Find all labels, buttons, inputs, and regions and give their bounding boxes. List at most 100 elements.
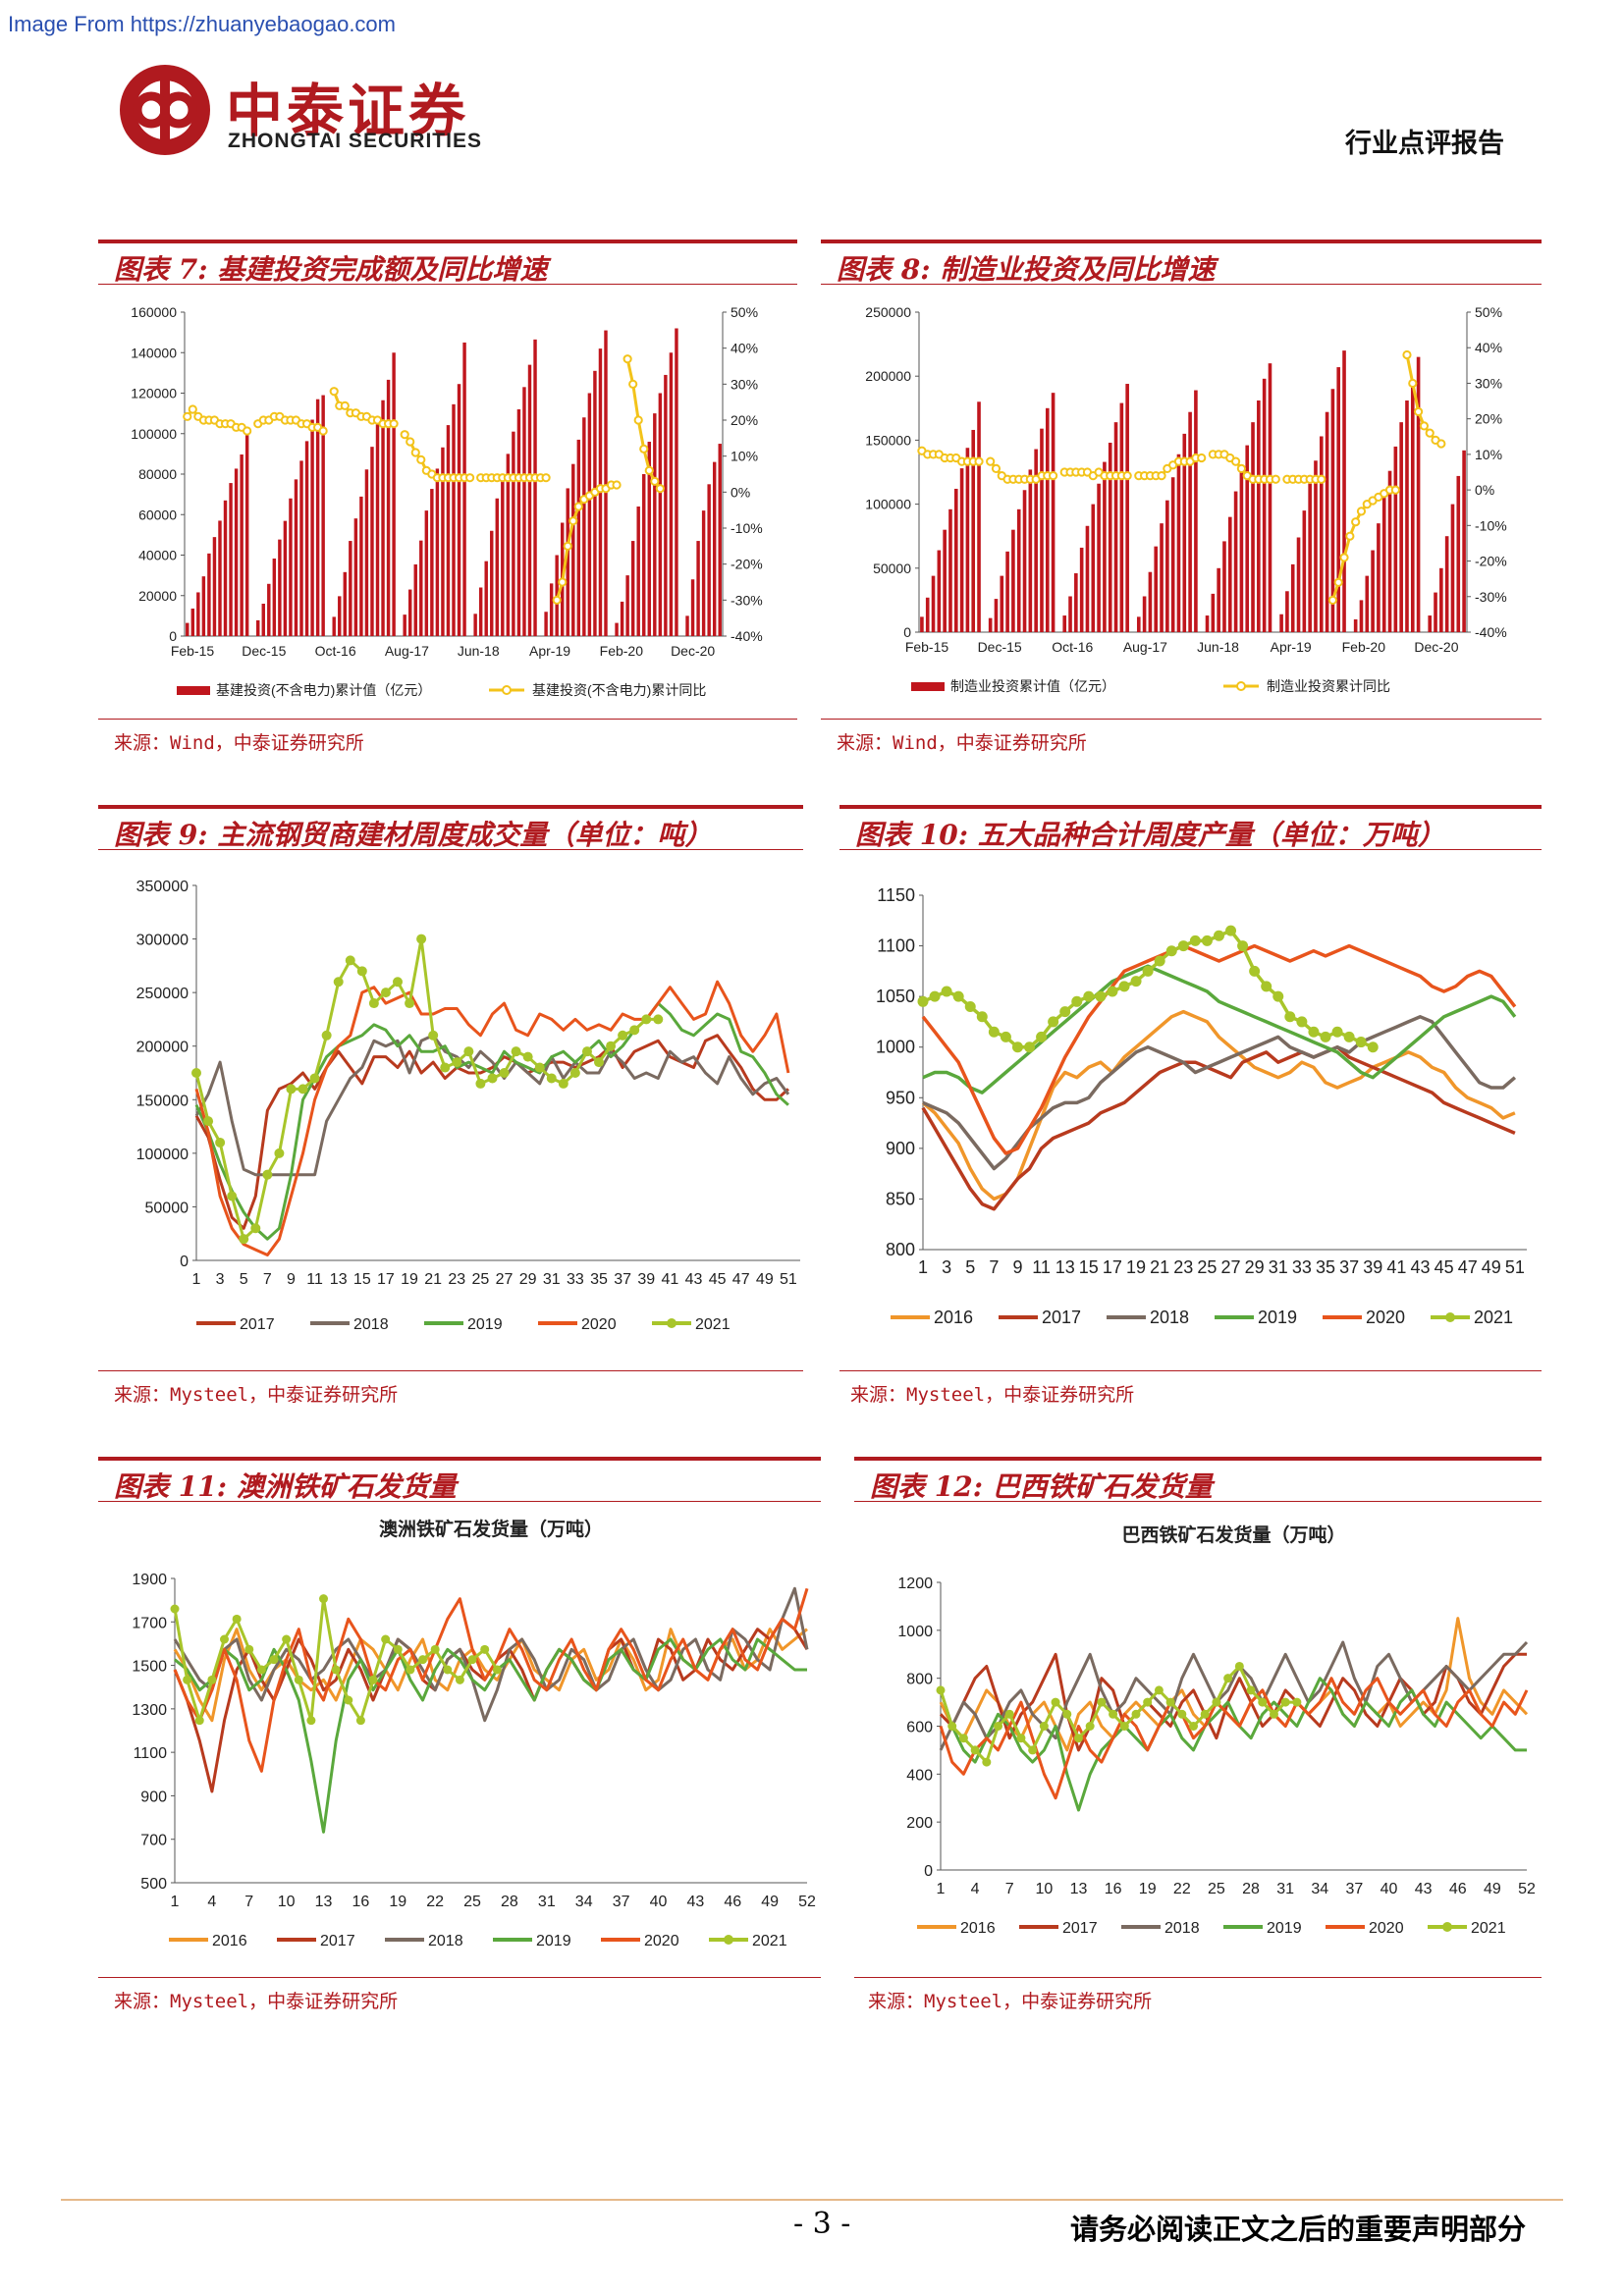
bar: [582, 417, 586, 636]
y-tick-label: 0: [924, 1863, 933, 1880]
bar: [1108, 443, 1112, 632]
bar: [267, 583, 271, 636]
bar: [332, 616, 336, 636]
ratio-point: [1327, 595, 1338, 605]
x-tick-label: 13: [1070, 1881, 1088, 1897]
bar: [196, 592, 200, 636]
ratio-point: [1413, 406, 1424, 417]
y2-tick-label: 0%: [1475, 482, 1494, 498]
data-point-2021: [1189, 934, 1201, 946]
legend-label: 2016: [960, 1920, 996, 1937]
y-tick-label: 200: [906, 1815, 933, 1832]
y-tick-label: 200000: [865, 368, 911, 384]
data-point-2021: [1272, 990, 1284, 1002]
x-tick-label: Jun-18: [1197, 639, 1239, 655]
ratio-point: [573, 502, 583, 511]
bar: [675, 328, 678, 636]
data-point-2021: [232, 1614, 242, 1624]
y-tick-label: 0: [903, 624, 911, 640]
bar: [1416, 356, 1421, 632]
series-line-2018: [173, 1586, 809, 1723]
bar: [446, 425, 451, 636]
y-tick-label: 1100: [877, 936, 915, 956]
chart-brazil-shipments: 0 200 400 600 800 1000 1200 1 4 7 10 13 16 19 22 25 28 31…: [897, 1523, 1536, 1937]
data-point-2021: [988, 1026, 1000, 1038]
bar: [1119, 402, 1124, 632]
panel-title-text: 图表 12: 巴西铁矿石发货量: [870, 1470, 1213, 1503]
ratio-point: [1197, 453, 1207, 463]
data-point-2021: [1225, 925, 1237, 936]
data-point-2021: [1011, 1041, 1023, 1053]
y-tick-label: 250000: [136, 986, 189, 1002]
legend-label: 2018: [1150, 1308, 1189, 1327]
bar: [370, 447, 374, 636]
bar: [310, 419, 314, 636]
y-tick-label: 120000: [131, 386, 177, 401]
bar: [953, 488, 958, 632]
data-point-2021: [534, 1062, 545, 1073]
source-divider: [98, 1977, 821, 1978]
bar: [190, 608, 195, 636]
y-tick-label: 150000: [136, 1093, 189, 1109]
ratio-point: [1408, 378, 1418, 389]
y2-tick-label: -30%: [1475, 589, 1507, 605]
x-tick-label: Dec-15: [978, 639, 1022, 655]
panel-title-8: 图表 8: 制造业投资及同比增速: [821, 240, 1542, 286]
data-point-2021: [1154, 1685, 1164, 1695]
bar: [1148, 571, 1153, 632]
ratio-point: [644, 465, 654, 475]
y-tick-label: 100000: [131, 426, 177, 442]
panel-title-7: 图表 7: 基建投资完成额及同比增速: [98, 240, 797, 286]
bar: [1154, 546, 1159, 632]
y-tick-label: 80000: [138, 466, 177, 482]
x-tick-label: 43: [1415, 1881, 1433, 1897]
data-point-2021: [1118, 981, 1130, 992]
legend-marker: [1442, 1922, 1452, 1932]
y2-tick-label: -20%: [1475, 554, 1507, 569]
ratio-point: [655, 484, 665, 494]
data-point-2021: [1246, 1685, 1256, 1695]
ratio-point: [188, 404, 197, 414]
data-point-2021: [917, 995, 929, 1007]
x-tick-label: 41: [661, 1271, 678, 1288]
data-point-2021: [1059, 1006, 1071, 1018]
data-point-2021: [522, 1051, 533, 1062]
ratio-point: [340, 400, 350, 410]
bar: [424, 510, 429, 636]
bar: [1062, 615, 1067, 632]
bar: [1342, 350, 1346, 632]
x-tick-label: Jun-18: [458, 643, 500, 659]
bar: [522, 387, 526, 636]
data-point-2021: [220, 1634, 230, 1644]
data-point-2021: [558, 1078, 568, 1089]
x-tick-label: 28: [501, 1894, 518, 1910]
bar: [1268, 363, 1272, 632]
data-point-2021: [641, 1014, 652, 1025]
x-tick-label: 33: [1292, 1257, 1312, 1277]
x-tick-label: 22: [426, 1894, 444, 1910]
x-tick-label: 34: [1311, 1881, 1328, 1897]
data-point-2021: [947, 1722, 957, 1731]
bar: [1000, 575, 1004, 632]
data-point-2021: [1142, 965, 1154, 977]
data-point-2021: [1280, 1697, 1290, 1707]
bar: [1450, 504, 1455, 632]
y2-tick-label: 20%: [731, 412, 758, 428]
bar: [965, 448, 970, 632]
source-note: 来源：Wind，中泰证券研究所: [114, 732, 364, 754]
bar: [549, 583, 554, 636]
ratio-point: [568, 516, 578, 526]
x-tick-label: 43: [1410, 1257, 1430, 1277]
data-point-2021: [1165, 1697, 1175, 1707]
bar: [381, 400, 385, 636]
y-tick-label: 1300: [132, 1702, 167, 1719]
bar: [533, 339, 537, 636]
data-point-2021: [194, 1716, 204, 1726]
bar: [1016, 508, 1021, 632]
y2-tick-label: 50%: [731, 304, 758, 320]
data-point-2021: [936, 1685, 946, 1695]
source-divider: [821, 719, 1542, 720]
y-tick-label: 1000: [897, 1624, 933, 1640]
report-type: 行业点评报告: [1345, 129, 1504, 159]
data-point-2021: [1062, 1709, 1072, 1719]
